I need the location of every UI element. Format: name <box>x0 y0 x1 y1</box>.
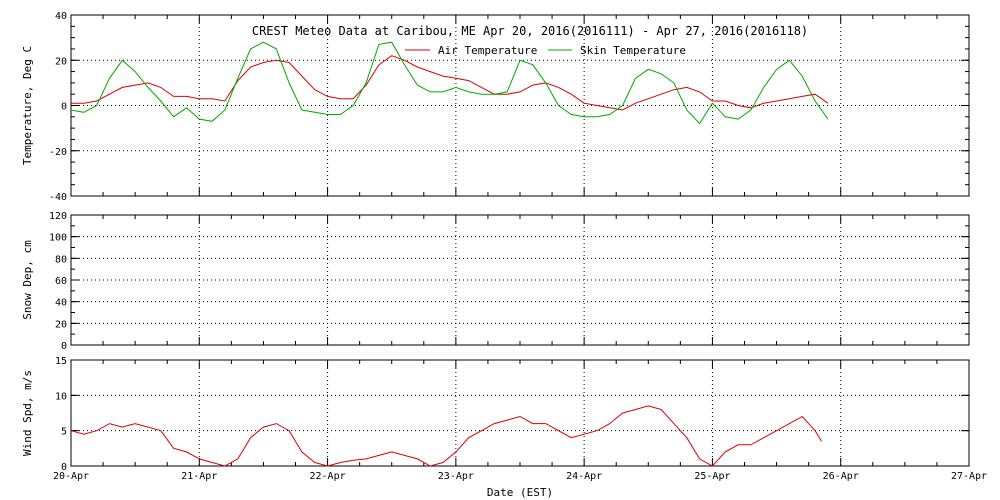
series-line-air-temperature <box>71 55 829 111</box>
chart-title: CREST Meteo Data at Caribou, ME Apr 20, … <box>252 24 808 38</box>
y-tick-label: 10 <box>55 391 67 402</box>
y-tick-label: 5 <box>61 427 67 438</box>
x-tick-label: 24-Apr <box>566 471 602 482</box>
panel-2: 120 100 80 60 40 20 0 Snow Dep, cm <box>21 211 970 352</box>
plot-frame <box>70 359 970 467</box>
y-tick-label: 0 <box>61 102 67 113</box>
y-tick-label: -20 <box>49 147 67 158</box>
y-axis-label: Wind Spd, m/s <box>21 370 34 456</box>
x-tick-label: 26-Apr <box>823 471 859 482</box>
x-tick-label: 20-Apr <box>53 471 89 482</box>
y-tick-label: -40 <box>49 192 67 203</box>
y-tick-label: 15 <box>55 356 67 367</box>
legend: Air Temperature Skin Temperature <box>405 44 686 57</box>
y-tick-label: 120 <box>49 211 67 222</box>
x-tick-label: 23-Apr <box>438 471 474 482</box>
y-tick-label: 40 <box>55 298 67 309</box>
series-line-wind-speed <box>70 405 822 467</box>
panel-1: 40 20 0 -20 -40 Temperature, Deg C <box>21 11 970 203</box>
plot-frame <box>70 14 970 197</box>
x-tick-label: 22-Apr <box>310 471 346 482</box>
series-line-skin-temperature <box>70 41 829 125</box>
x-axis-label: Date (EST) <box>487 486 553 499</box>
panel-3: 15 10 5 0 Wind Spd, m/s 20-Apr 21-Apr 22-Apr 23-… <box>21 356 987 499</box>
y-tick-label: 60 <box>55 276 67 287</box>
x-tick-label: 25-Apr <box>694 471 730 482</box>
y-tick-label: 0 <box>61 341 67 352</box>
plot-frame <box>70 214 970 346</box>
y-axis-label: Snow Dep, cm <box>21 240 34 320</box>
y-tick-label: 20 <box>55 319 67 330</box>
y-tick-label: 80 <box>55 254 67 265</box>
legend-air-label: Air Temperature <box>438 44 537 57</box>
y-tick-label: 40 <box>55 11 67 22</box>
y-axis-label: Temperature, Deg C <box>21 46 34 165</box>
x-tick-label: 27-Apr <box>951 471 987 482</box>
legend-skin-label: Skin Temperature <box>580 44 686 57</box>
x-tick-label: 21-Apr <box>181 471 217 482</box>
y-tick-label: 100 <box>49 233 67 244</box>
y-tick-label: 0 <box>61 462 67 473</box>
y-tick-label: 20 <box>55 56 67 67</box>
